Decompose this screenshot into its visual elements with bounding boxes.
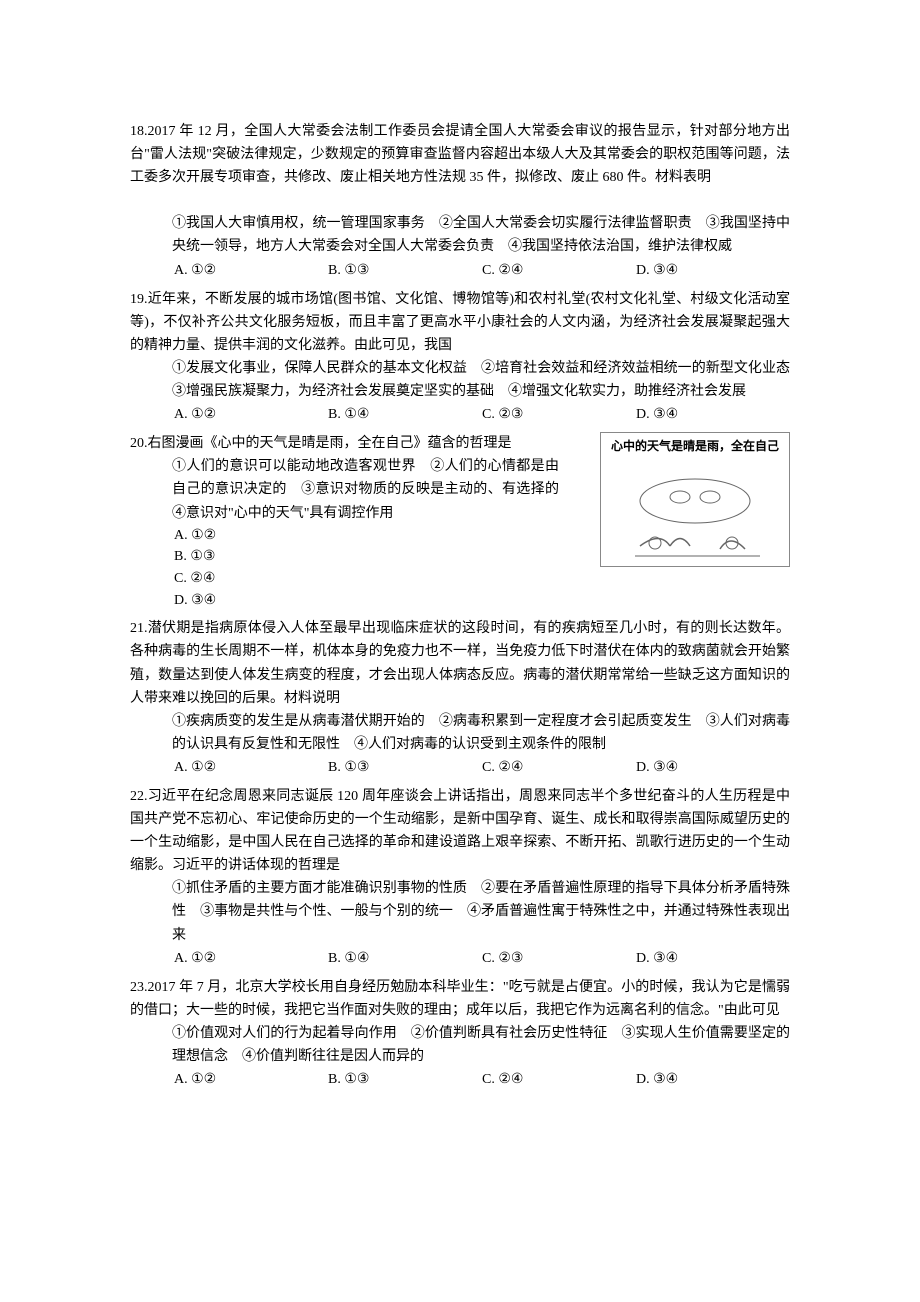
q-num: 20. xyxy=(130,436,148,451)
q18-opt-d[interactable]: D. ③④ xyxy=(636,259,790,282)
q19-intro: 19.近年来，不断发展的城市场馆(图书馆、文化馆、博物馆等)和农村礼堂(农村文化… xyxy=(130,288,790,357)
q20-opt-d[interactable]: D. ③④ xyxy=(174,590,559,612)
q-num: 18. xyxy=(130,124,148,139)
q-num: 21. xyxy=(130,621,148,636)
q19-opt-c[interactable]: C. ②③ xyxy=(482,403,636,426)
q20-options: A. ①② B. ①③ C. ②④ D. ③④ xyxy=(130,525,559,612)
q20-cartoon: 心中的天气是晴是雨，全在自己 xyxy=(600,432,790,567)
q19-statements: ①发展文化事业，保障人民群众的基本文化权益 ②培育社会效益和经济效益相统一的新型… xyxy=(130,357,790,403)
q23-opt-c[interactable]: C. ②④ xyxy=(482,1068,636,1091)
q-num: 19. xyxy=(130,292,148,307)
q23-opt-b[interactable]: B. ①③ xyxy=(328,1068,482,1091)
q18-statements: ①我国人大审慎用权，统一管理国家事务 ②全国人大常委会切实履行法律监督职责 ③我… xyxy=(130,212,790,258)
q23-statements: ①价值观对人们的行为起着导向作用 ②价值判断具有社会历史性特征 ③实现人生价值需… xyxy=(130,1022,790,1068)
q21-opt-d[interactable]: D. ③④ xyxy=(636,756,790,779)
q23-opt-d[interactable]: D. ③④ xyxy=(636,1068,790,1091)
q22-opt-c[interactable]: C. ②③ xyxy=(482,947,636,970)
q21-statements: ①疾病质变的发生是从病毒潜伏期开始的 ②病毒积累到一定程度才会引起质变发生 ③人… xyxy=(130,710,790,756)
q22-statements: ①抓住矛盾的主要方面才能准确识别事物的性质 ②要在矛盾普遍性原理的指导下具体分析… xyxy=(130,877,790,946)
q21-intro: 21.潜伏期是指病原体侵入人体至最早出现临床症状的这段时间，有的疾病短至几小时，… xyxy=(130,617,790,709)
q21-options: A. ①② B. ①③ C. ②④ D. ③④ xyxy=(130,756,790,779)
q18-opt-b[interactable]: B. ①③ xyxy=(328,259,482,282)
cartoon-icon xyxy=(610,461,780,561)
q22-opt-d[interactable]: D. ③④ xyxy=(636,947,790,970)
q18-intro: 18.2017 年 12 月，全国人大常委会法制工作委员会提请全国人大常委会审议… xyxy=(130,120,790,189)
q21-opt-c[interactable]: C. ②④ xyxy=(482,756,636,779)
q21-opt-a[interactable]: A. ①② xyxy=(174,756,328,779)
q18-text: 2017 年 12 月，全国人大常委会法制工作委员会提请全国人大常委会审议的报告… xyxy=(130,124,790,185)
q18-opt-a[interactable]: A. ①② xyxy=(174,259,328,282)
q19-options: A. ①② B. ①④ C. ②③ D. ③④ xyxy=(130,403,790,426)
q22-opt-a[interactable]: A. ①② xyxy=(174,947,328,970)
q20-statements: ①人们的意识可以能动地改造客观世界 ②人们的心情都是由自己的意识决定的 ③意识对… xyxy=(130,455,559,524)
q-num: 23. xyxy=(130,980,148,995)
question-22: 22.习近平在纪念周恩来同志诞辰 120 周年座谈会上讲话指出，周恩来同志半个多… xyxy=(130,785,790,970)
q22-opt-b[interactable]: B. ①④ xyxy=(328,947,482,970)
question-21: 21.潜伏期是指病原体侵入人体至最早出现临床症状的这段时间，有的疾病短至几小时，… xyxy=(130,617,790,779)
q19-text: 近年来，不断发展的城市场馆(图书馆、文化馆、博物馆等)和农村礼堂(农村文化礼堂、… xyxy=(130,292,790,353)
q18-options: A. ①② B. ①③ C. ②④ D. ③④ xyxy=(130,259,790,282)
q-num: 22. xyxy=(130,789,148,804)
q22-text: 习近平在纪念周恩来同志诞辰 120 周年座谈会上讲话指出，周恩来同志半个多世纪奋… xyxy=(130,789,790,873)
q20-text: 右图漫画《心中的天气是晴是雨，全在自己》蕴含的哲理是 xyxy=(148,436,512,451)
q18-opt-c[interactable]: C. ②④ xyxy=(482,259,636,282)
q23-opt-a[interactable]: A. ①② xyxy=(174,1068,328,1091)
question-20: 20.右图漫画《心中的天气是晴是雨，全在自己》蕴含的哲理是 ①人们的意识可以能动… xyxy=(130,432,790,611)
q19-opt-a[interactable]: A. ①② xyxy=(174,403,328,426)
q20-opt-c[interactable]: C. ②④ xyxy=(174,568,559,590)
q19-opt-d[interactable]: D. ③④ xyxy=(636,403,790,426)
question-18: 18.2017 年 12 月，全国人大常委会法制工作委员会提请全国人大常委会审议… xyxy=(130,120,790,282)
question-19: 19.近年来，不断发展的城市场馆(图书馆、文化馆、博物馆等)和农村礼堂(农村文化… xyxy=(130,288,790,427)
question-23: 23.2017 年 7 月，北京大学校长用自身经历勉励本科毕业生："吃亏就是占便… xyxy=(130,976,790,1091)
q22-options: A. ①② B. ①④ C. ②③ D. ③④ xyxy=(130,947,790,970)
q23-options: A. ①② B. ①③ C. ②④ D. ③④ xyxy=(130,1068,790,1091)
q19-opt-b[interactable]: B. ①④ xyxy=(328,403,482,426)
q23-intro: 23.2017 年 7 月，北京大学校长用自身经历勉励本科毕业生："吃亏就是占便… xyxy=(130,976,790,1022)
q23-text: 2017 年 7 月，北京大学校长用自身经历勉励本科毕业生："吃亏就是占便宜。小… xyxy=(130,980,790,1018)
q20-intro: 20.右图漫画《心中的天气是晴是雨，全在自己》蕴含的哲理是 xyxy=(130,432,559,455)
q20-caption: 心中的天气是晴是雨，全在自己 xyxy=(605,437,785,457)
q20-opt-a[interactable]: A. ①② xyxy=(174,525,559,547)
q22-intro: 22.习近平在纪念周恩来同志诞辰 120 周年座谈会上讲话指出，周恩来同志半个多… xyxy=(130,785,790,877)
q21-opt-b[interactable]: B. ①③ xyxy=(328,756,482,779)
q21-text: 潜伏期是指病原体侵入人体至最早出现临床症状的这段时间，有的疾病短至几小时，有的则… xyxy=(130,621,790,705)
q20-opt-b[interactable]: B. ①③ xyxy=(174,546,559,568)
